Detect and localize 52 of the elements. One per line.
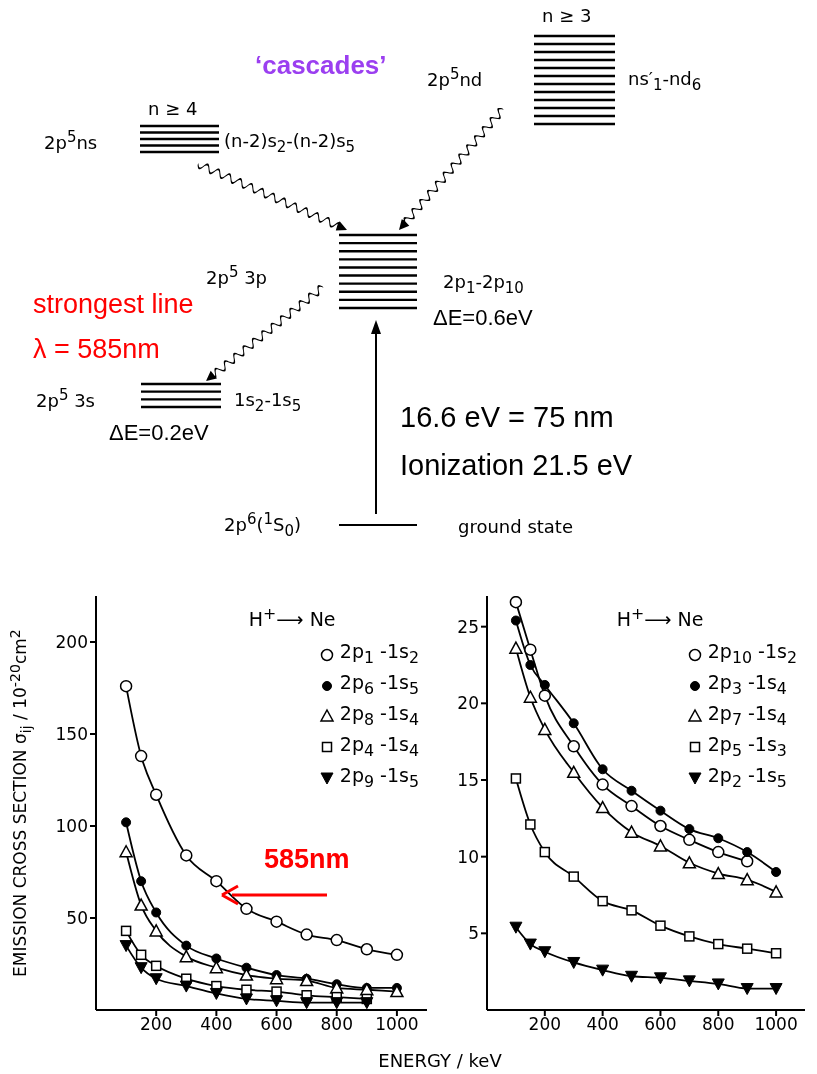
x-axis-title: ENERGY / keV bbox=[378, 1049, 502, 1071]
text: n ≥ 4 bbox=[148, 98, 198, 120]
legend-label: 2p$_{10}$ -1s$_{2}$ bbox=[707, 639, 797, 670]
x-tick-label: 200 bbox=[528, 1014, 562, 1035]
text: λ = 585nm bbox=[33, 334, 160, 365]
text: (n-2)s$_{2}$-(n-2)s$_{5}$ bbox=[224, 129, 356, 156]
y-tick-label: 100 bbox=[55, 816, 88, 837]
x-tick-label: 600 bbox=[260, 1014, 293, 1035]
text: 2p$^{5}$ 3p bbox=[206, 263, 268, 289]
y-tick-label: 50 bbox=[66, 908, 88, 929]
legend-label: 2p$_{6}$ -1s$_{5}$ bbox=[339, 670, 419, 700]
text: ns′$_{1}$-nd$_{6}$ bbox=[628, 67, 702, 94]
text: 16.6 eV = 75 nm bbox=[400, 401, 614, 434]
text: strongest line bbox=[33, 289, 194, 320]
legend-label: 2p$_{8}$ -1s$_{4}$ bbox=[339, 700, 419, 731]
x-tick-label: 400 bbox=[586, 1014, 619, 1035]
annotation: 585nm bbox=[264, 843, 350, 874]
y-tick-label: 15 bbox=[457, 770, 479, 791]
x-tick-label: 1000 bbox=[754, 1014, 798, 1035]
y-tick-label: 5 bbox=[468, 923, 479, 944]
x-tick-label: 600 bbox=[644, 1014, 677, 1035]
text: n ≥ 3 bbox=[542, 5, 592, 27]
x-tick-label: 400 bbox=[200, 1014, 233, 1035]
legend-label: 2p$_{4}$ -1s$_{4}$ bbox=[339, 731, 419, 762]
text: 2p$^{6}$($^{1}$S$_{0}$) bbox=[224, 509, 302, 540]
legend-label: 2p$_{3}$ -1s$_{4}$ bbox=[707, 670, 787, 700]
legend-label: 2p$_{2}$ -1s$_{5}$ bbox=[707, 762, 787, 793]
text: 2p$^{5}$nd bbox=[427, 65, 483, 91]
text: 2p$^{5}$ 3s bbox=[36, 386, 95, 412]
x-tick-label: 1000 bbox=[375, 1014, 419, 1035]
text: ΔE=0.6eV bbox=[433, 304, 533, 330]
x-tick-label: 800 bbox=[320, 1014, 353, 1035]
text: ΔE=0.2eV bbox=[109, 419, 209, 445]
legend-label: 2p$_{7}$ -1s$_{4}$ bbox=[707, 700, 787, 731]
text: ground state bbox=[458, 516, 574, 538]
y-tick-label: 150 bbox=[55, 724, 88, 745]
legend-title: H$^{+}$⟶ Ne bbox=[248, 604, 336, 631]
x-tick-label: 800 bbox=[702, 1014, 735, 1035]
text: 2p$_{1}$-2p$_{10}$ bbox=[443, 270, 524, 297]
text: 2p$^{5}$ns bbox=[44, 128, 98, 154]
legend-title: H$^{+}$⟶ Ne bbox=[616, 604, 704, 631]
y-tick-label: 10 bbox=[457, 846, 479, 867]
y-tick-label: 25 bbox=[457, 616, 479, 637]
legend-label: 2p$_{9}$ -1s$_{5}$ bbox=[339, 762, 419, 793]
text: 1s$_{2}$-1s$_{5}$ bbox=[234, 388, 302, 415]
text: ‘cascades’ bbox=[255, 49, 387, 80]
y-tick-label: 200 bbox=[55, 632, 88, 653]
legend-label: 2p$_{5}$ -1s$_{3}$ bbox=[707, 731, 787, 762]
x-tick-label: 200 bbox=[139, 1014, 173, 1035]
legend-label: 2p$_{1}$ -1s$_{2}$ bbox=[339, 639, 419, 670]
text: Ionization 21.5 eV bbox=[400, 449, 633, 482]
y-tick-label: 20 bbox=[457, 693, 479, 714]
